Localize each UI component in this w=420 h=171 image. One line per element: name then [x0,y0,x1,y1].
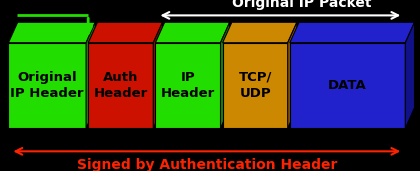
Text: Auth
Header: Auth Header [94,71,148,100]
Text: Original IP Packet: Original IP Packet [231,0,371,10]
Polygon shape [220,22,230,128]
Polygon shape [88,22,163,43]
Text: Signed by Authentication Header: Signed by Authentication Header [77,158,337,171]
FancyBboxPatch shape [223,43,288,128]
Text: DATA: DATA [328,79,367,92]
Polygon shape [288,22,297,128]
Polygon shape [405,22,415,128]
Polygon shape [8,22,95,43]
Polygon shape [290,22,415,43]
Text: IP
Header: IP Header [161,71,215,100]
Polygon shape [155,22,230,43]
FancyBboxPatch shape [290,43,405,128]
FancyBboxPatch shape [8,43,86,128]
Polygon shape [223,22,297,43]
Text: TCP/
UDP: TCP/ UDP [239,71,272,100]
FancyBboxPatch shape [88,43,153,128]
Polygon shape [153,22,163,128]
FancyBboxPatch shape [155,43,220,128]
Polygon shape [86,22,95,128]
Text: Original
IP Header: Original IP Header [10,71,84,100]
